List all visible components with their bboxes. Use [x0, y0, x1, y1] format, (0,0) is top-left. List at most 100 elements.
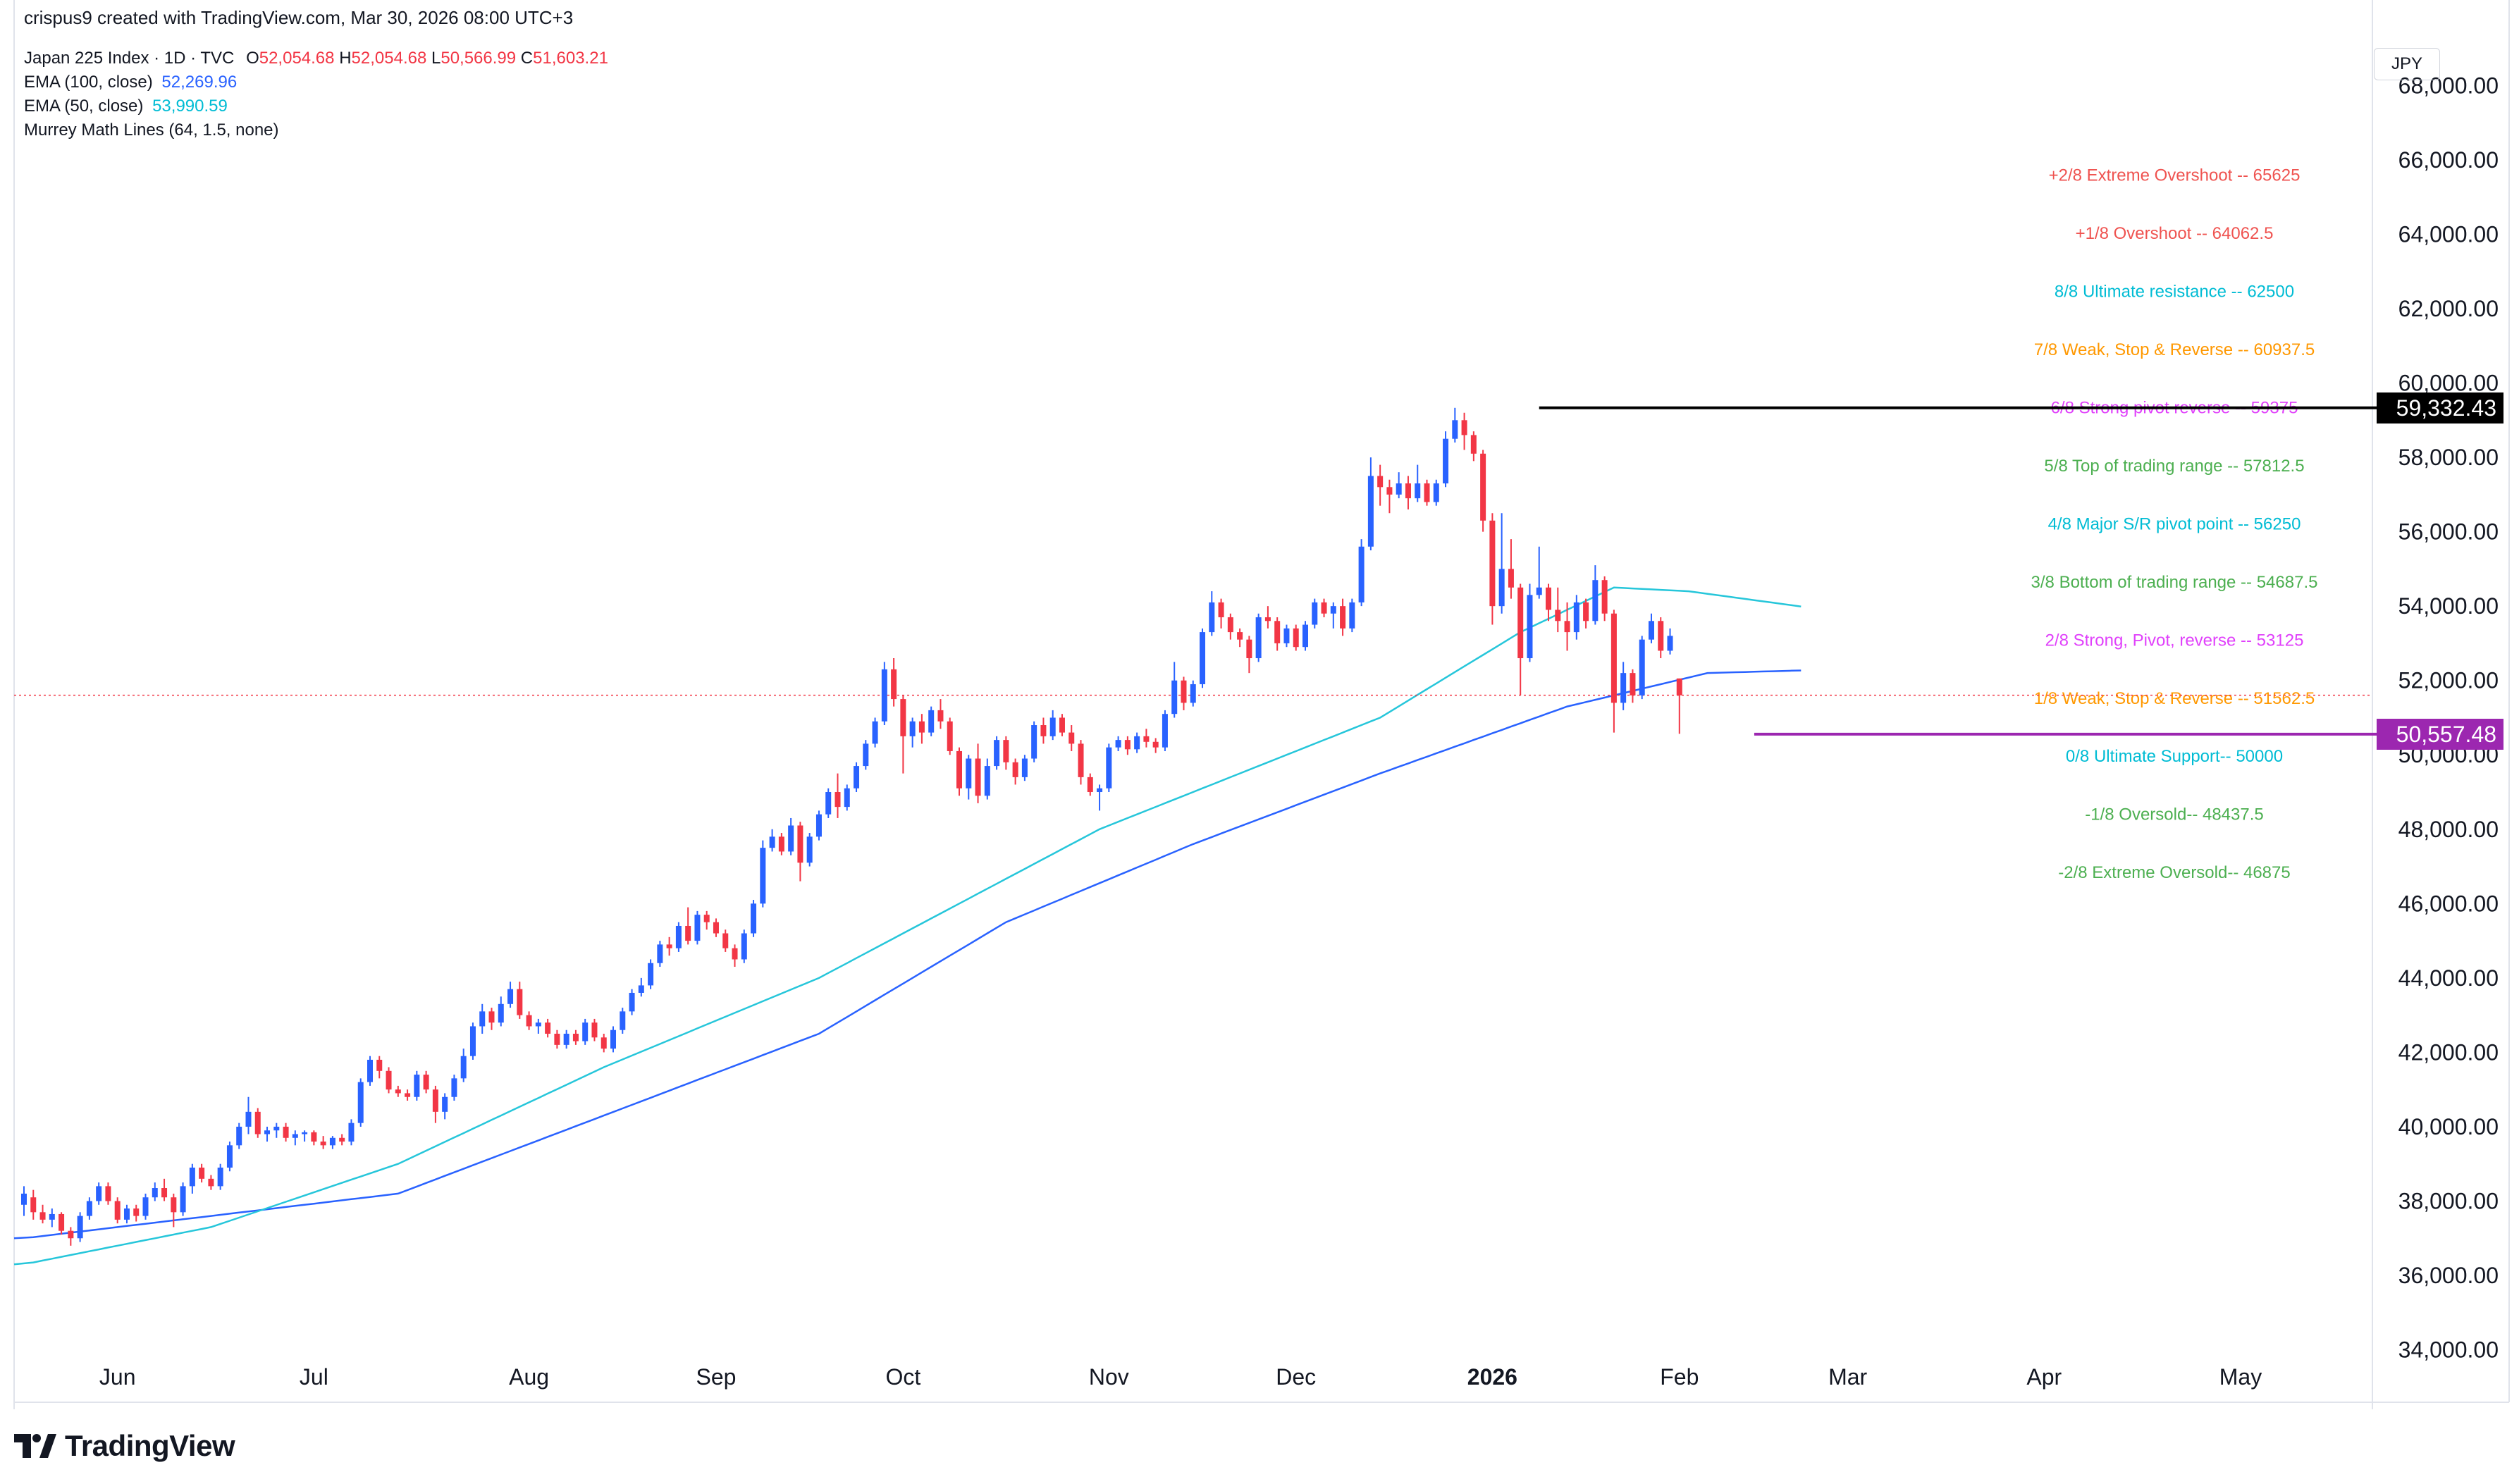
- candle-body: [1592, 580, 1599, 622]
- candle-body: [320, 1142, 326, 1146]
- y-tick-label: 34,000.00: [2398, 1337, 2499, 1363]
- candle-body: [1667, 636, 1673, 651]
- candle: [1377, 464, 1384, 506]
- ema50-legend[interactable]: EMA (50, close) 53,990.59: [24, 94, 228, 118]
- candle: [769, 829, 775, 852]
- candle-body: [517, 989, 523, 1015]
- candle-body: [199, 1167, 205, 1179]
- candle: [208, 1175, 214, 1190]
- candle: [1246, 636, 1252, 674]
- candle: [1592, 565, 1599, 625]
- candle: [572, 1029, 579, 1045]
- candle-body: [1648, 621, 1654, 640]
- ema100-value: 52,269.96: [161, 73, 238, 92]
- tradingview-wordmark: TradingView: [65, 1429, 235, 1462]
- candle: [928, 706, 935, 736]
- candle: [610, 1026, 617, 1053]
- candle-body: [161, 1188, 168, 1198]
- candle: [1620, 662, 1627, 710]
- candle-body: [1097, 788, 1103, 793]
- candle: [1443, 431, 1449, 488]
- candle-body: [395, 1089, 401, 1094]
- candle-body: [891, 669, 897, 700]
- candle-body: [994, 740, 1000, 767]
- candle: [1386, 479, 1393, 514]
- candle-body: [694, 915, 701, 941]
- price-axis[interactable]: 34,000.00 36,000.00 38,000.00 40,000.00 42,0…: [2398, 73, 2499, 1362]
- murrey-line-label: -1/8 Oversold-- 48437.5: [2085, 805, 2263, 824]
- candle: [741, 929, 747, 963]
- candle-body: [648, 963, 654, 986]
- murrey-line-label: 3/8 Bottom of trading range -- 54687.5: [2031, 573, 2318, 592]
- candle: [1209, 591, 1215, 636]
- candle-body: [498, 1003, 504, 1023]
- ema50-line: [13, 586, 1802, 1266]
- y-tick-label: 46,000.00: [2398, 891, 2499, 916]
- candle-body: [1171, 680, 1178, 715]
- candle-body: [283, 1126, 289, 1138]
- candle: [545, 1018, 551, 1038]
- candle: [1415, 464, 1421, 502]
- low-label: L: [431, 49, 441, 68]
- candle: [329, 1136, 335, 1149]
- candle: [1012, 758, 1018, 785]
- candle-body: [1246, 639, 1252, 659]
- murrey-legend[interactable]: Murrey Math Lines (64, 1.5, none): [24, 118, 279, 142]
- candle: [648, 959, 654, 989]
- candle-body: [123, 1208, 130, 1220]
- ema100-label: EMA (100, close): [24, 73, 153, 92]
- candle: [582, 1018, 589, 1045]
- close-value: 51,603.21: [533, 49, 608, 68]
- candle-body: [1564, 621, 1570, 633]
- candle-body: [601, 1037, 607, 1049]
- x-tick-label: Sep: [696, 1364, 737, 1390]
- candle: [825, 788, 832, 818]
- x-tick-label: Jul: [300, 1364, 328, 1390]
- candle-body: [1049, 717, 1056, 736]
- candle: [1181, 676, 1187, 710]
- candle-body: [1003, 740, 1009, 762]
- murrey-line-label: -2/8 Extreme Oversold-- 46875: [2058, 863, 2290, 882]
- time-axis[interactable]: Jun Jul Aug Sep Oct Nov Dec 2026 Feb Mar Apr May: [99, 1364, 2262, 1390]
- candle-body: [292, 1134, 298, 1138]
- candle: [320, 1136, 326, 1149]
- candle-body: [1087, 777, 1093, 793]
- resistance-price-tag: 59,332.43: [2377, 392, 2503, 423]
- candle-body: [732, 948, 738, 960]
- candle-body: [414, 1075, 420, 1097]
- y-tick-label: 36,000.00: [2398, 1263, 2499, 1288]
- candle-body: [1480, 453, 1486, 521]
- tradingview-logo[interactable]: TradingView: [14, 1426, 235, 1466]
- candle: [1573, 595, 1579, 640]
- x-tick-label: Feb: [1660, 1364, 1699, 1390]
- candle-body: [760, 848, 766, 904]
- candle: [1190, 680, 1196, 707]
- candle-body: [1106, 747, 1112, 789]
- candle-body: [1078, 743, 1084, 777]
- candle-body: [918, 721, 925, 733]
- candle: [1293, 624, 1299, 651]
- candle-body: [1508, 569, 1514, 588]
- candle-body: [254, 1111, 261, 1134]
- candle: [348, 1119, 355, 1146]
- candle: [966, 755, 972, 800]
- candle-body: [329, 1137, 335, 1146]
- candle: [1087, 773, 1093, 796]
- candle-body: [909, 721, 916, 736]
- candle: [245, 1096, 252, 1134]
- candle: [1321, 598, 1327, 617]
- symbol-legend[interactable]: Japan 225 Index · 1D · TVC O52,054.68 H5…: [24, 47, 608, 70]
- candle: [1583, 598, 1589, 629]
- candle: [863, 740, 869, 770]
- candle: [1349, 598, 1355, 633]
- ema100-legend[interactable]: EMA (100, close) 52,269.96: [24, 70, 237, 94]
- candle-body: [685, 925, 691, 941]
- candle: [956, 747, 962, 796]
- candle: [488, 1008, 495, 1030]
- currency-button[interactable]: JPY: [2374, 48, 2440, 80]
- candle: [58, 1212, 65, 1235]
- candle-body: [180, 1186, 186, 1213]
- x-tick-label: 2026: [1467, 1364, 1517, 1390]
- candle: [1143, 729, 1150, 748]
